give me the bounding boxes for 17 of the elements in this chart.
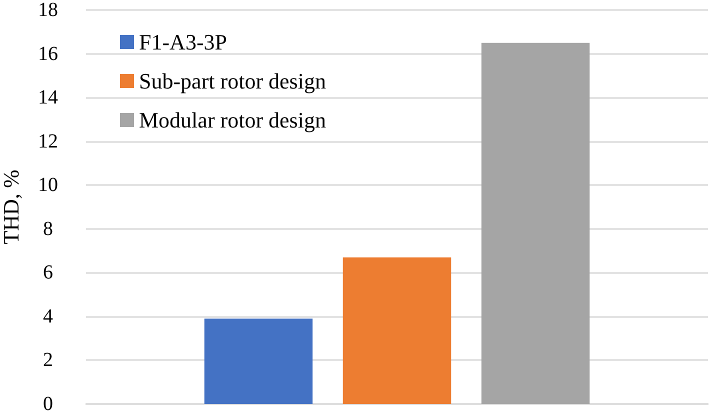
- y-tick-label: 18: [38, 0, 58, 21]
- legend-label: Sub-part rotor design: [139, 68, 326, 94]
- y-tick-label: 6: [43, 262, 53, 284]
- y-tick-label: 16: [38, 42, 58, 65]
- y-tick-label: 14: [38, 86, 58, 109]
- y-tick-label: 4: [43, 305, 53, 328]
- bar: [342, 257, 452, 404]
- y-tick-label: 8: [43, 218, 53, 240]
- y-tick-label: 0: [43, 393, 53, 412]
- bar: [481, 42, 590, 404]
- y-tick-label: 12: [38, 130, 58, 152]
- legend-label: Modular rotor design: [139, 108, 326, 132]
- y-tick-label: 2: [43, 349, 53, 372]
- y-tick-label: 10: [38, 174, 58, 196]
- bar: [204, 318, 313, 404]
- legend-label: F1-A3-3P: [139, 30, 228, 54]
- y-axis-title: THD, %: [0, 170, 24, 244]
